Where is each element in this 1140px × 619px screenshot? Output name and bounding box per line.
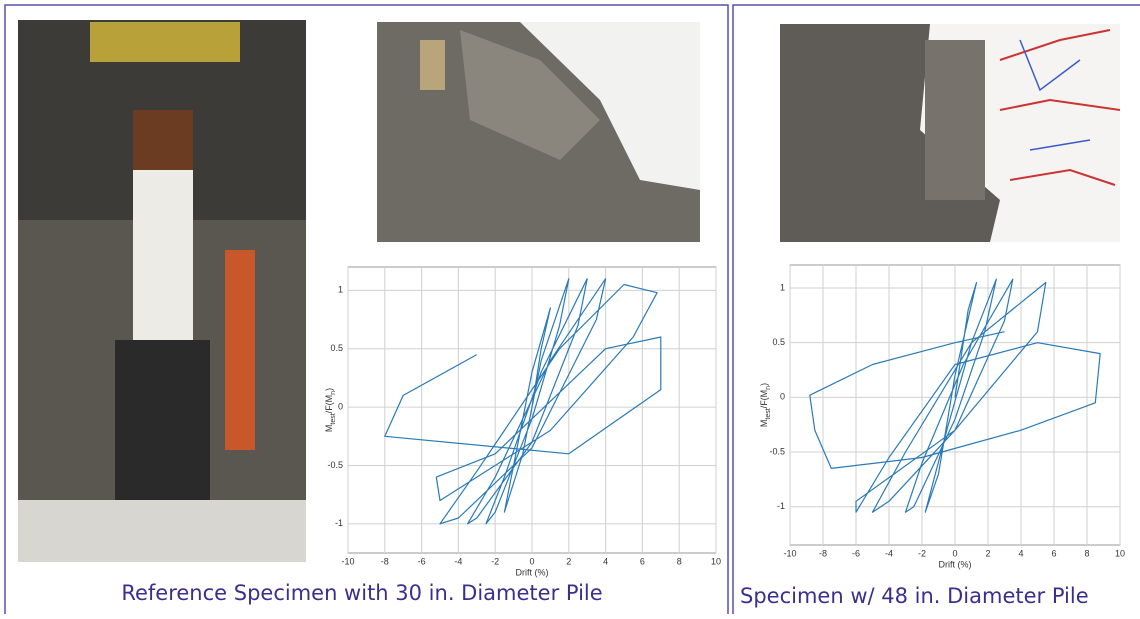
y-axis-label: Mtest/F(Mn) <box>759 383 771 427</box>
x-tick-label: 4 <box>603 556 608 566</box>
photo-pile-48 <box>780 24 1120 242</box>
x-tick-label: 4 <box>1018 548 1023 558</box>
y-axis-label: Mtest/F(Mn) <box>324 388 336 432</box>
x-tick-label: 0 <box>952 548 957 558</box>
photo-pile-damage <box>377 22 700 242</box>
x-tick-label: 8 <box>677 556 682 566</box>
x-tick-label: -2 <box>491 556 499 566</box>
x-tick-label: 0 <box>529 556 534 566</box>
caption: Reference Specimen with 30 in. Diameter … <box>121 581 602 605</box>
y-axis-label-part: test <box>765 408 772 419</box>
photo-column <box>18 20 306 562</box>
x-tick-label: -6 <box>418 556 426 566</box>
y-tick-label: -1 <box>335 518 343 528</box>
x-tick-label: -10 <box>783 548 796 558</box>
y-tick-label: 1 <box>780 282 785 292</box>
y-axis-label-part: /F(M <box>324 395 334 414</box>
x-axis-label: Drift (%) <box>939 559 972 569</box>
y-axis-label-part: ) <box>759 383 769 386</box>
x-tick-label: 6 <box>640 556 645 566</box>
x-tick-label: -10 <box>341 556 354 566</box>
x-tick-label: 10 <box>1115 548 1125 558</box>
y-tick-label: 0.5 <box>330 343 343 353</box>
slide: Reference Specimen with 30 in. Diameter … <box>0 0 1140 614</box>
y-axis-label-part: ) <box>324 388 334 391</box>
x-tick-label: 6 <box>1051 548 1056 558</box>
y-tick-label: 0.5 <box>772 337 785 347</box>
x-tick-label: -8 <box>819 548 827 558</box>
y-axis-label-part: M <box>759 420 769 428</box>
x-tick-label: -4 <box>454 556 462 566</box>
y-tick-label: 0 <box>338 401 343 411</box>
y-axis-label-part: M <box>324 425 334 433</box>
x-tick-label: 2 <box>985 548 990 558</box>
y-axis-label-part: test <box>330 413 337 424</box>
x-tick-label: 8 <box>1084 548 1089 558</box>
x-tick-label: -2 <box>918 548 926 558</box>
y-tick-label: 0 <box>780 392 785 402</box>
y-tick-label: -0.5 <box>327 460 343 470</box>
y-tick-label: 1 <box>338 285 343 295</box>
x-tick-label: -8 <box>381 556 389 566</box>
y-tick-label: -0.5 <box>769 446 785 456</box>
x-axis-label: Drift (%) <box>516 567 549 577</box>
x-tick-label: 2 <box>566 556 571 566</box>
x-tick-label: 10 <box>711 556 721 566</box>
y-tick-label: -1 <box>777 501 785 511</box>
caption: Specimen w/ 48 in. Diameter Pile <box>740 584 1089 608</box>
x-tick-label: -6 <box>852 548 860 558</box>
y-axis-label-part: /F(M <box>759 390 769 409</box>
x-tick-label: -4 <box>885 548 893 558</box>
